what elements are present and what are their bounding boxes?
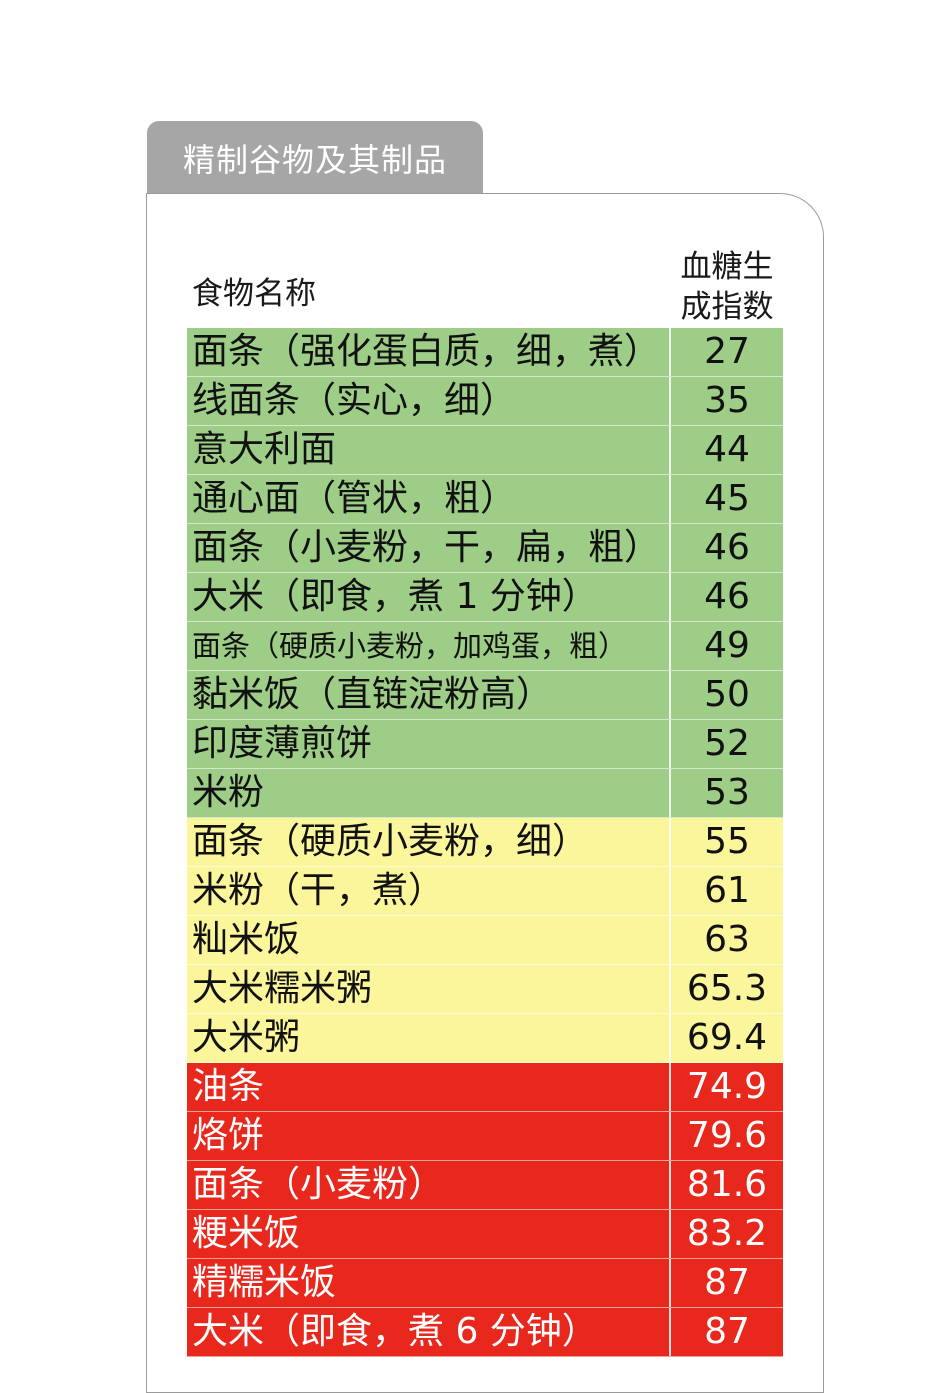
food-name-cell: 大米粥 bbox=[192, 1017, 301, 1058]
food-name-cell: 面条（硬质小麦粉，细） bbox=[192, 821, 589, 862]
table-row: 籼米饭 63 bbox=[187, 916, 783, 965]
table-row: 黏米饭（直链淀粉高） 50 bbox=[187, 671, 783, 720]
food-name-cell: 籼米饭 bbox=[192, 919, 301, 960]
food-name-cell: 意大利面 bbox=[192, 429, 337, 470]
gi-value-cell: 79.6 bbox=[669, 1112, 783, 1160]
table-row: 通心面（管状，粗） 45 bbox=[187, 475, 783, 524]
gi-value-cell: 81.6 bbox=[669, 1161, 783, 1209]
table-row: 意大利面 44 bbox=[187, 426, 783, 475]
food-name-cell: 大米（即食，煮 6 分钟） bbox=[192, 1311, 598, 1352]
food-name-cell: 大米（即食，煮 1 分钟） bbox=[192, 576, 598, 617]
gi-value-cell: 65.3 bbox=[669, 965, 783, 1013]
category-title: 精制谷物及其制品 bbox=[183, 141, 448, 179]
gi-value-cell: 46 bbox=[669, 573, 783, 621]
table-row: 大米糯米粥 65.3 bbox=[187, 965, 783, 1014]
food-name-cell: 面条（硬质小麦粉，加鸡蛋，粗） bbox=[192, 629, 628, 663]
food-name-cell: 米粉 bbox=[192, 772, 265, 813]
gi-value-cell: 53 bbox=[669, 769, 783, 817]
table-row: 大米粥 69.4 bbox=[187, 1014, 783, 1063]
table-row: 线面条（实心，细） 35 bbox=[187, 377, 783, 426]
gi-value-cell: 83.2 bbox=[669, 1210, 783, 1258]
gi-value-cell: 63 bbox=[669, 916, 783, 964]
food-name-cell: 油条 bbox=[192, 1066, 265, 1107]
gi-value-cell: 45 bbox=[669, 475, 783, 523]
table-row: 大米（即食，煮 6 分钟） 87 bbox=[187, 1308, 783, 1357]
table-row: 大米（即食，煮 1 分钟） 46 bbox=[187, 573, 783, 622]
category-tab: 精制谷物及其制品 bbox=[147, 121, 483, 193]
gi-header-line1: 血糖生 bbox=[680, 249, 774, 285]
table-row: 印度薄煎饼 52 bbox=[187, 720, 783, 769]
food-name-cell: 面条（强化蛋白质，细，煮） bbox=[192, 331, 661, 372]
table-row: 面条（强化蛋白质，细，煮） 27 bbox=[187, 328, 783, 377]
gi-header: 血糖生 成指数 bbox=[672, 247, 782, 327]
table-row: 面条（小麦粉，干，扁，粗） 46 bbox=[187, 524, 783, 573]
food-name-cell: 印度薄煎饼 bbox=[192, 723, 373, 764]
table-row: 油条 74.9 bbox=[187, 1063, 783, 1112]
gi-value-cell: 44 bbox=[669, 426, 783, 474]
food-name-cell: 精糯米饭 bbox=[192, 1262, 337, 1303]
table-row: 精糯米饭 87 bbox=[187, 1259, 783, 1308]
food-name-cell: 大米糯米粥 bbox=[192, 968, 373, 1009]
food-name-cell: 面条（小麦粉，干，扁，粗） bbox=[192, 527, 661, 568]
gi-value-cell: 61 bbox=[669, 867, 783, 915]
table-row: 面条（硬质小麦粉，细） 55 bbox=[187, 818, 783, 867]
gi-value-cell: 27 bbox=[669, 328, 783, 376]
food-name-cell: 黏米饭（直链淀粉高） bbox=[192, 674, 553, 715]
gi-header-line2: 成指数 bbox=[680, 289, 774, 325]
food-name-cell: 面条（小麦粉） bbox=[192, 1164, 445, 1205]
gi-table: 面条（强化蛋白质，细，煮） 27 线面条（实心，细） 35 意大利面 44 通心面（管状，粗… bbox=[187, 328, 783, 1357]
gi-value-cell: 35 bbox=[669, 377, 783, 425]
gi-value-cell: 55 bbox=[669, 818, 783, 866]
food-name-cell: 通心面（管状，粗） bbox=[192, 478, 517, 519]
table-row: 面条（小麦粉） 81.6 bbox=[187, 1161, 783, 1210]
gi-value-cell: 46 bbox=[669, 524, 783, 572]
food-name-cell: 米粉（干，煮） bbox=[192, 870, 445, 911]
gi-value-cell: 50 bbox=[669, 671, 783, 719]
gi-value-cell: 52 bbox=[669, 720, 783, 768]
food-name-cell: 粳米饭 bbox=[192, 1213, 301, 1254]
table-row: 面条（硬质小麦粉，加鸡蛋，粗） 49 bbox=[187, 622, 783, 671]
gi-value-cell: 74.9 bbox=[669, 1063, 783, 1111]
gi-value-cell: 87 bbox=[669, 1259, 783, 1307]
table-row: 粳米饭 83.2 bbox=[187, 1210, 783, 1259]
gi-value-cell: 69.4 bbox=[669, 1014, 783, 1062]
gi-value-cell: 87 bbox=[669, 1308, 783, 1356]
food-name-cell: 线面条（实心，细） bbox=[192, 380, 517, 421]
gi-value-cell: 49 bbox=[669, 622, 783, 670]
food-name-cell: 烙饼 bbox=[192, 1115, 265, 1156]
food-name-header: 食物名称 bbox=[192, 276, 316, 312]
table-row: 米粉（干，煮） 61 bbox=[187, 867, 783, 916]
table-row: 烙饼 79.6 bbox=[187, 1112, 783, 1161]
table-row: 米粉 53 bbox=[187, 769, 783, 818]
